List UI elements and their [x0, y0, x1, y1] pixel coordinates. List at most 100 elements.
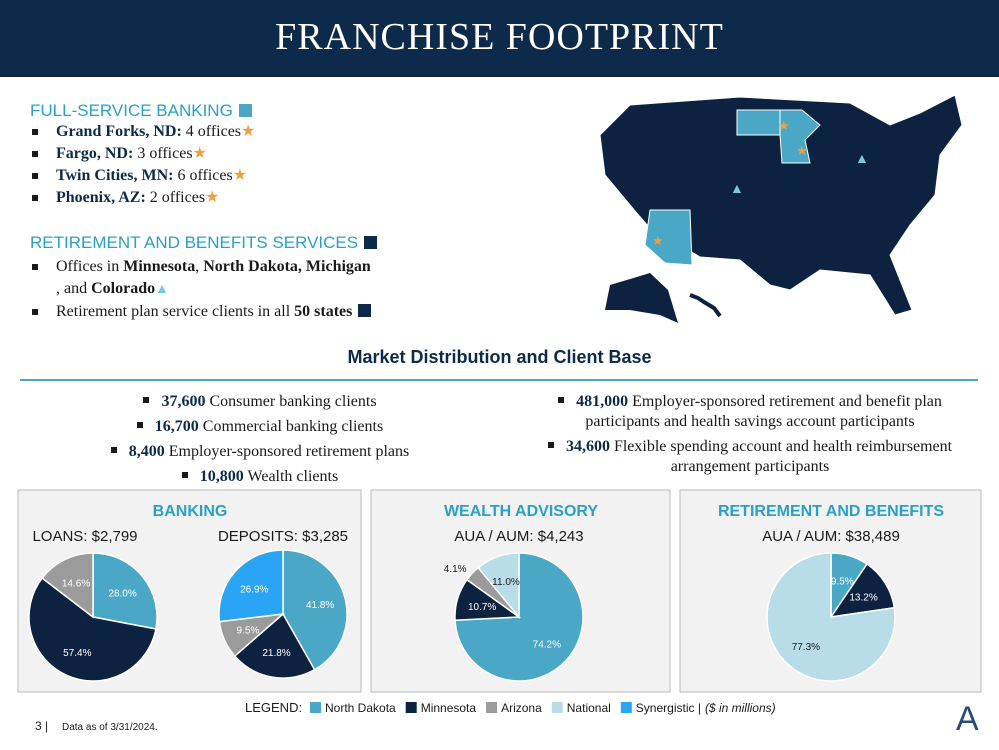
number: 16,700 [154, 418, 199, 435]
slice [766, 552, 896, 682]
value-label: 74.2% [533, 639, 561, 650]
value-label: 77.3% [792, 642, 820, 653]
place: Phoenix, AZ: [56, 189, 146, 206]
text-run: , and [56, 280, 92, 297]
bullet: 10,800 Wealth clients [40, 467, 480, 487]
number: 481,000 [576, 393, 629, 410]
bullet-mark [547, 442, 554, 448]
panel-title: BANKING [153, 503, 228, 520]
panel-title: WEALTH ADVISORY [444, 503, 598, 520]
legend-swatch [486, 702, 498, 713]
value-label: 26.9% [240, 585, 268, 596]
bullet: 37,600 Consumer banking clients [40, 392, 480, 412]
star: ★ [796, 143, 808, 158]
title: FRANCHISE FOOTPRINT [275, 16, 724, 58]
heading: FULL-SERVICE BANKING [30, 101, 450, 121]
item: Offices in Minnesota, North Dakota, Mich… [30, 256, 450, 301]
star-icon: ★ [205, 189, 220, 206]
retirement-services: RETIREMENT AND BENEFITS SERVICES Offices… [30, 233, 450, 323]
market-title: Market Distribution and Client Base [347, 347, 652, 367]
value-label: 41.8% [306, 600, 334, 611]
detail: 6 offices [177, 167, 233, 184]
text-run: Retirement plan service clients in all [56, 303, 295, 320]
full-service: FULL-SERVICE BANKING Grand Forks, ND: 4 … [30, 101, 450, 209]
text-run: Colorado [91, 280, 156, 297]
chart-title: AUA / AUM: $4,243 [454, 528, 583, 545]
slice [282, 549, 348, 671]
detail: 4 offices [185, 123, 242, 140]
hawaii [689, 293, 722, 318]
market-right: 481,000 Employer-sponsored retirement an… [535, 387, 965, 477]
us-map: ★ ★ ★ ▲ ▲ [599, 94, 963, 323]
icon [364, 236, 378, 249]
text-run: , [195, 258, 204, 275]
legend-swatch [310, 702, 321, 713]
slice [477, 552, 520, 620]
slice [28, 577, 157, 682]
header: FRANCHISE FOOTPRINT [0, 0, 999, 77]
icon [358, 304, 372, 317]
bullet-mark [110, 447, 117, 453]
value-label: 14.6% [62, 579, 90, 590]
item: Fargo, ND: 3 offices★ [30, 143, 450, 165]
bullet-mark [136, 422, 143, 428]
text-run: Minnesota [123, 258, 196, 275]
text: Wealth clients [247, 468, 339, 485]
legend-item: National [567, 701, 611, 715]
value-label: 28.0% [108, 589, 136, 600]
number: 8,400 [128, 443, 165, 460]
slice [233, 612, 316, 679]
icon [238, 104, 252, 117]
text: Commercial banking clients [202, 418, 384, 435]
star: ★ [778, 118, 790, 133]
bullet: 16,700 Commercial banking clients [40, 417, 480, 437]
item: Twin Cities, MN: 6 offices★ [30, 165, 450, 187]
arizona [644, 209, 693, 266]
legend-note: ($ in millions) [705, 701, 776, 715]
text: Consumer banking clients [209, 393, 377, 410]
number: 34,600 [565, 438, 610, 455]
value-label: 57.4% [63, 648, 91, 659]
detail: 2 offices [149, 189, 206, 206]
legend-item: Arizona [501, 701, 542, 715]
detail: 3 offices [137, 145, 193, 162]
star-icon: ★ [192, 145, 207, 162]
bullet: 34,600 Flexible spending account and hea… [535, 437, 965, 477]
page-number: 3 | [35, 719, 48, 733]
place: Twin Cities, MN: [56, 167, 174, 184]
slice [92, 552, 158, 630]
legend-item: North Dakota [325, 701, 396, 715]
bullet-mark [181, 472, 188, 478]
item: Grand Forks, ND: 4 offices★ [30, 121, 450, 143]
number: 10,800 [199, 468, 244, 485]
logo: A [956, 700, 979, 738]
slice [41, 552, 94, 619]
legend-label: LEGEND: [245, 700, 302, 715]
heading-text: RETIREMENT AND BENEFITS SERVICES [30, 233, 359, 252]
chart-title: LOANS: $2,799 [32, 528, 137, 545]
list: Offices in Minnesota, North Dakota, Mich… [30, 256, 450, 323]
footer-note: Data as of 3/31/2024. [62, 722, 158, 733]
text: Flexible spending account and health rei… [613, 438, 953, 475]
heading-text: FULL-SERVICE BANKING [30, 101, 233, 120]
chart-title: DEPOSITS: $3,285 [218, 528, 348, 545]
list: Grand Forks, ND: 4 offices★ Fargo, ND: 3 … [30, 121, 450, 209]
star: ★ [652, 233, 664, 248]
slice [218, 549, 284, 623]
legend-swatch [405, 702, 417, 713]
legend-swatch [620, 702, 632, 713]
bullet-mark [558, 397, 565, 403]
star-icon: ★ [232, 167, 248, 184]
panel-title: RETIREMENT AND BENEFITS [718, 503, 944, 520]
legend-item: Synergistic | [636, 701, 701, 715]
text: Employer-sponsored retirement and benefi… [585, 393, 942, 430]
value-label: 9.5% [831, 576, 854, 587]
place: Fargo, ND: [56, 145, 134, 162]
market-left: 37,600 Consumer banking clients 16,700 Co… [40, 387, 480, 487]
item: Phoenix, AZ: 2 offices★ [30, 187, 450, 209]
legend-item: Minnesota [421, 701, 477, 715]
text: Employer-sponsored retirement plans [168, 443, 410, 460]
text-run: Offices in [56, 258, 124, 275]
